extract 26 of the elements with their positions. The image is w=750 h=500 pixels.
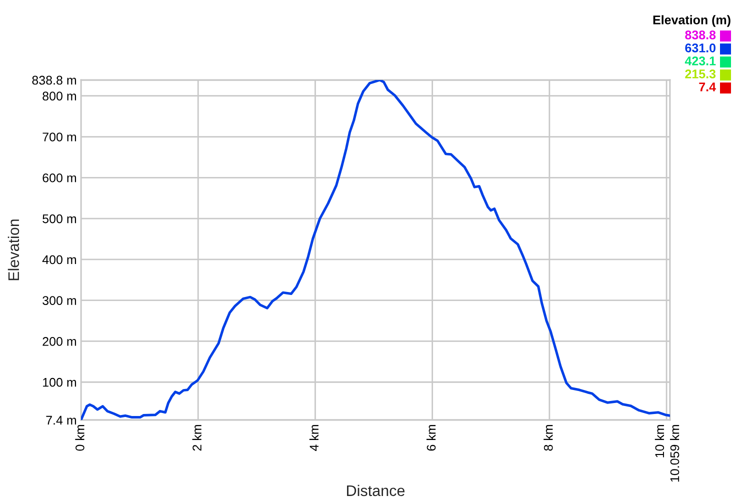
x-tick-label: 8 km <box>544 424 553 451</box>
y-tick-label: 500 m <box>42 214 76 224</box>
color-bar-label: 7.4 <box>699 82 716 92</box>
y-tick-label: 7.4 m <box>46 416 76 425</box>
x-tick-label: 10 km <box>654 424 664 458</box>
x-tick-label: 4 km <box>309 424 318 451</box>
y-axis-title: Elevation <box>8 220 20 280</box>
y-tick-label: 200 m <box>42 337 76 346</box>
color-bar-title: Elevation (m) <box>653 15 730 27</box>
color-bar-label: 423.1 <box>684 56 716 66</box>
x-tick-label: 10.059 km <box>670 424 680 482</box>
y-tick-label: 800 m <box>42 92 76 101</box>
x-axis-title: Distance <box>347 484 405 496</box>
x-tick-label: 0 km <box>75 424 84 451</box>
y-tick-label: 400 m <box>42 255 76 264</box>
color-bar-label: 838.8 <box>685 30 716 40</box>
y-tick-label: 700 m <box>42 132 76 142</box>
y-tick-label: 300 m <box>42 296 76 305</box>
color-bar-label: 631.0 <box>685 44 716 52</box>
color-bar-label: 215.3 <box>685 70 716 78</box>
y-tick-label: 838.8 m <box>32 76 76 85</box>
x-tick-label: 2 km <box>192 424 202 451</box>
y-tick-label: 600 m <box>42 173 76 182</box>
y-tick-label: 100 m <box>43 378 76 387</box>
x-tick-label: 6 km <box>426 424 436 451</box>
line-series <box>81 80 670 420</box>
